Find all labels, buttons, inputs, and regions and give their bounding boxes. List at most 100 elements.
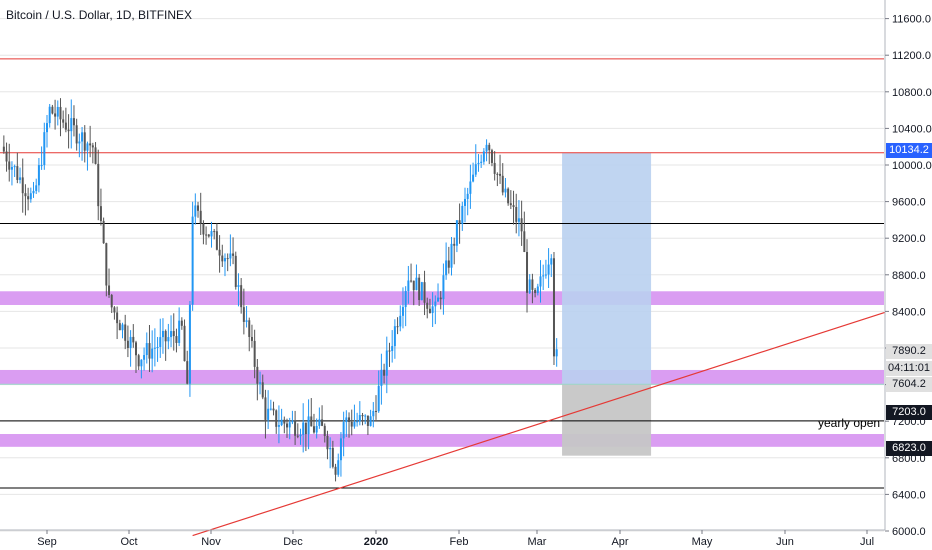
y-tick-label: 10000.0: [892, 160, 932, 172]
candle-body: [8, 161, 11, 170]
candle-body: [137, 355, 140, 367]
candle-body: [283, 419, 286, 424]
candle-body: [299, 434, 302, 437]
candle-body: [507, 188, 510, 204]
candle-body: [542, 275, 545, 277]
candle-body: [356, 421, 359, 423]
candle-body: [539, 276, 542, 287]
x-tick-label: Dec: [283, 536, 303, 548]
candle-body: [375, 410, 377, 412]
candle-body: [124, 324, 127, 341]
candle-body: [250, 336, 253, 341]
trendline: [192, 307, 900, 537]
candle-body: [418, 277, 421, 301]
x-tick-label: Apr: [611, 536, 628, 548]
candle-body: [132, 336, 135, 343]
candle-body: [426, 302, 429, 309]
candle-body: [78, 141, 81, 144]
candle-body: [167, 337, 170, 342]
candle-body: [269, 408, 272, 410]
y-tick-label: 10400.0: [892, 123, 932, 135]
candle-body: [431, 306, 434, 314]
candle-body: [296, 435, 299, 437]
candle-body: [288, 422, 291, 428]
candle-body: [99, 206, 102, 221]
candle-body: [531, 279, 534, 290]
candle-body: [35, 185, 38, 191]
candle-body: [474, 164, 477, 175]
candle-body: [388, 350, 391, 352]
candle-body: [215, 231, 218, 250]
candle-body: [229, 253, 232, 259]
candle-body: [380, 369, 383, 386]
candle-body: [342, 422, 345, 439]
candle-body: [555, 349, 558, 357]
candle-body: [13, 166, 16, 168]
candle-body: [450, 243, 453, 268]
candle-body: [331, 447, 334, 467]
candle-body: [27, 196, 30, 200]
x-tick-label: Feb: [450, 536, 469, 548]
candle-body: [116, 312, 119, 324]
candle-body: [472, 174, 475, 182]
x-tick-label: Jun: [776, 536, 794, 548]
position-stop-box: [562, 384, 652, 456]
candle-body: [326, 435, 329, 450]
candle-body: [172, 331, 175, 337]
candle-body: [404, 291, 407, 308]
candle-body: [369, 416, 372, 426]
candle-body: [253, 340, 256, 367]
candle-body: [329, 447, 332, 450]
candle-body: [151, 348, 154, 359]
candle-body: [434, 301, 437, 307]
candle-body: [126, 340, 129, 348]
candle-body: [102, 220, 105, 244]
candle-body: [205, 234, 208, 236]
candle-body: [544, 274, 547, 276]
x-tick-label: Mar: [528, 536, 547, 548]
price-tag-yearly-open: 7203.0: [886, 405, 932, 420]
position-target-box: [562, 152, 652, 385]
candle-body: [358, 415, 361, 422]
candle-body: [175, 336, 178, 343]
candle-body: [54, 113, 57, 117]
candle-body: [423, 282, 426, 303]
candle-body: [485, 144, 488, 152]
candle-body: [129, 336, 132, 348]
candle-body: [526, 251, 529, 293]
candle-body: [40, 165, 43, 167]
price-tag-entry: 7604.2: [886, 377, 932, 392]
candle-body: [207, 234, 210, 237]
y-tick-label: 9600.0: [892, 197, 926, 209]
candle-body: [188, 304, 191, 384]
y-tick-label: 6400.0: [892, 489, 926, 501]
candle-body: [108, 285, 111, 295]
candle-body: [48, 106, 51, 124]
candle-body: [256, 366, 259, 384]
candle-body: [234, 255, 237, 287]
candle-body: [420, 282, 423, 301]
candle-body: [383, 369, 386, 376]
candle-body: [428, 308, 431, 314]
candle-body: [391, 346, 394, 352]
candle-body: [183, 325, 186, 362]
candle-body: [75, 125, 78, 144]
candle-body: [501, 175, 504, 193]
candle-body: [345, 417, 348, 423]
candle-body: [455, 220, 458, 246]
candle-body: [445, 260, 448, 276]
x-tick-label: May: [692, 536, 713, 548]
y-tick-label: 8400.0: [892, 306, 926, 318]
candle-body: [91, 145, 94, 148]
candle-body: [267, 408, 270, 420]
candle-body: [512, 205, 515, 208]
candle-body: [361, 415, 364, 417]
candle-body: [490, 150, 493, 163]
candle-body: [83, 132, 86, 151]
candle-body: [264, 397, 267, 420]
candle-body: [145, 343, 148, 356]
candle-body: [307, 416, 310, 435]
candle-body: [504, 188, 507, 193]
